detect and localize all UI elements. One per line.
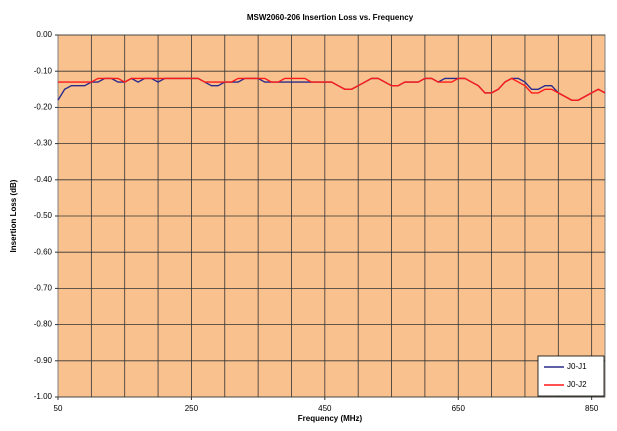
x-tick-label: 250 (185, 404, 199, 413)
y-tick-label: -1.00 (34, 392, 53, 401)
y-tick-label: -0.70 (34, 284, 53, 293)
y-tick-label: -0.40 (34, 175, 53, 184)
y-tick-label: -0.20 (34, 103, 53, 112)
x-tick-label: 450 (318, 404, 332, 413)
series-line (58, 77, 606, 101)
x-axis-label: Frequency (MHz) (298, 414, 363, 423)
y-tick-label: -0.10 (34, 66, 53, 75)
x-tick-label: 50 (54, 404, 63, 413)
y-tick-label: -0.60 (34, 247, 53, 256)
chart-title: MSW2060-206 Insertion Loss vs. Frequency (247, 13, 414, 22)
y-tick-label: -0.30 (34, 139, 53, 148)
legend (537, 355, 605, 397)
x-tick-label: 650 (452, 404, 466, 413)
y-tick-label: -0.90 (34, 356, 53, 365)
y-tick-label: -0.80 (34, 320, 53, 329)
y-tick-label: -0.50 (34, 211, 53, 220)
y-axis-label: Insertion Loss (dB) (9, 179, 18, 252)
y-tick-label: 0.00 (36, 30, 52, 39)
legend-label: J0-J2 (567, 380, 587, 389)
x-tick-label: 850 (585, 404, 599, 413)
legend-label: J0-J1 (567, 362, 587, 371)
